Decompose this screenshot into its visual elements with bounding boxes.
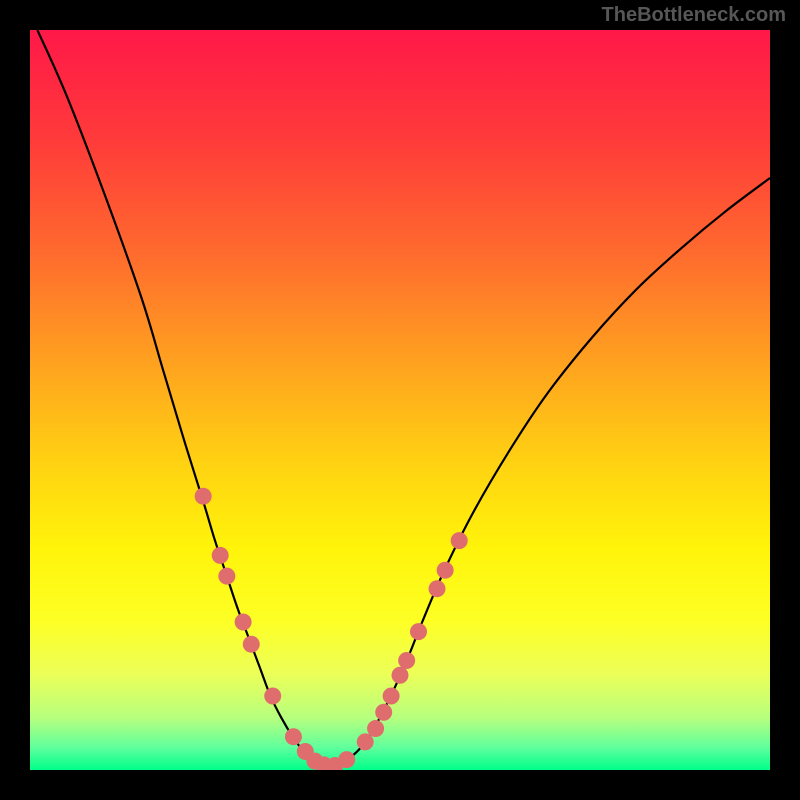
plot-area [30, 30, 770, 770]
data-marker [398, 652, 415, 669]
watermark-text: TheBottleneck.com [602, 4, 786, 27]
data-marker [264, 688, 281, 705]
data-marker [212, 547, 229, 564]
data-marker [367, 720, 384, 737]
data-marker [338, 751, 355, 768]
data-marker [195, 488, 212, 505]
data-marker [392, 667, 409, 684]
data-marker [285, 728, 302, 745]
marker-layer [30, 30, 770, 770]
data-marker [451, 532, 468, 549]
data-marker [243, 636, 260, 653]
data-marker [375, 704, 392, 721]
data-marker [437, 562, 454, 579]
data-marker [383, 688, 400, 705]
data-marker [218, 568, 235, 585]
data-marker [429, 580, 446, 597]
data-marker [357, 733, 374, 750]
data-marker [235, 614, 252, 631]
data-marker [410, 623, 427, 640]
